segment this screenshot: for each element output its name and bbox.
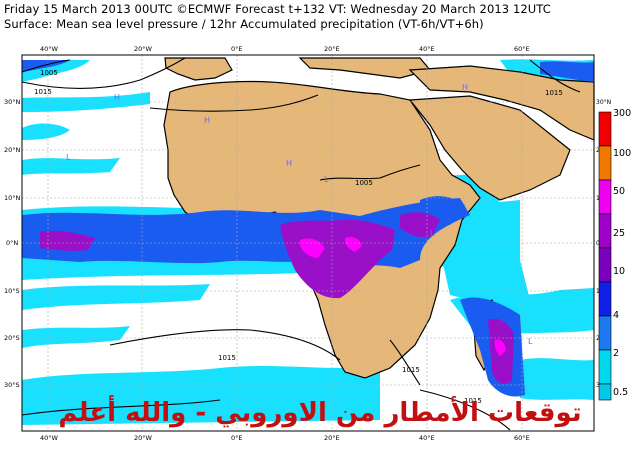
colorbar-segment bbox=[598, 383, 612, 401]
lat-label: 30°N bbox=[4, 98, 21, 106]
pressure-center: L bbox=[528, 337, 533, 346]
lon-label: 20°W bbox=[134, 45, 153, 53]
graticule bbox=[22, 55, 594, 431]
colorbar-segment bbox=[598, 145, 612, 181]
map-title: Friday 15 March 2013 00UTC ©ECMWF Foreca… bbox=[4, 2, 551, 16]
lon-label: 60°E bbox=[514, 45, 530, 53]
colorbar-label: 50 bbox=[613, 186, 626, 197]
pressure-centers: H H H L L L H L bbox=[66, 83, 533, 346]
lat-label: 20°S bbox=[4, 334, 20, 342]
lat-labels-left: 30°N 20°N 10°N 0°N 10°S 20°S 30°S bbox=[4, 98, 21, 389]
land-arabia bbox=[408, 95, 571, 201]
isobar-label: 1015 bbox=[545, 89, 563, 97]
lat-label: 30°N bbox=[596, 99, 611, 106]
lon-label: 40°E bbox=[419, 434, 435, 442]
isobar-label: 1015 bbox=[402, 366, 420, 374]
lat-label: 10°S bbox=[4, 287, 20, 295]
lon-label: 40°W bbox=[40, 434, 59, 442]
lon-labels-top: 40°W 20°W 0°E 20°E 40°E 60°E bbox=[40, 45, 530, 53]
pressure-center: H bbox=[114, 93, 120, 102]
map-subtitle: Surface: Mean sea level pressure / 12hr … bbox=[4, 17, 484, 31]
lat-label: 20°N bbox=[4, 146, 21, 154]
colorbar-segment bbox=[598, 247, 612, 283]
colorbar-label: 0.5 bbox=[613, 387, 629, 398]
colorbar-label: 300 bbox=[613, 108, 632, 119]
colorbar-segment bbox=[598, 315, 612, 351]
map-frame bbox=[21, 54, 595, 432]
isobar-label: 1005 bbox=[355, 179, 373, 187]
land-europe-east bbox=[298, 57, 432, 79]
colorbar-segment bbox=[598, 179, 612, 215]
lon-label: 20°W bbox=[134, 434, 153, 442]
colorbar-segment bbox=[598, 111, 612, 147]
pressure-center: H bbox=[204, 116, 210, 125]
lon-label: 20°E bbox=[324, 434, 340, 442]
colorbar-segment bbox=[598, 281, 612, 317]
isobar-label: 1015 bbox=[464, 397, 482, 405]
land-iberia bbox=[164, 57, 233, 81]
isobar-labels: 1005 1015 1015 1005 1015 1015 1015 bbox=[34, 69, 563, 405]
pressure-center: H bbox=[286, 159, 292, 168]
colorbar-label: 10 bbox=[613, 266, 626, 277]
pressure-center: L bbox=[66, 153, 71, 162]
lon-label: 60°E bbox=[514, 434, 530, 442]
pressure-center: H bbox=[462, 83, 468, 92]
lon-label: 40°E bbox=[419, 45, 435, 53]
lon-label: 0°E bbox=[231, 45, 243, 53]
colorbar-label: 100 bbox=[613, 148, 632, 159]
isobars bbox=[21, 57, 581, 431]
isobar-label: 1015 bbox=[218, 354, 236, 362]
colorbar-segment bbox=[598, 349, 612, 385]
colorbar-label: 25 bbox=[613, 228, 626, 239]
precip-extreme-layer bbox=[300, 236, 506, 356]
colorbar-label: 4 bbox=[613, 310, 620, 321]
isobar-label: 1005 bbox=[40, 69, 58, 77]
lat-label: 0°N bbox=[6, 239, 18, 247]
lon-label: 40°W bbox=[40, 45, 59, 53]
isobar-label: 1015 bbox=[34, 88, 52, 96]
colorbar-segment bbox=[598, 213, 612, 249]
land-levant bbox=[408, 65, 595, 141]
pressure-center: L bbox=[430, 229, 435, 238]
lon-label: 0°E bbox=[231, 434, 243, 442]
lon-label: 20°E bbox=[324, 45, 340, 53]
lon-labels-bottom: 40°W 20°W 0°E 20°E 40°E 60°E bbox=[40, 434, 530, 442]
watermark-caption: توقعات الأمطار من الاوروبي - والله أعلم bbox=[58, 398, 582, 428]
lat-label: 10°N bbox=[4, 194, 21, 202]
colorbar bbox=[598, 111, 612, 401]
colorbar-label: 2 bbox=[613, 348, 620, 359]
pressure-center: L bbox=[324, 175, 329, 184]
lat-label: 30°S bbox=[4, 381, 20, 389]
